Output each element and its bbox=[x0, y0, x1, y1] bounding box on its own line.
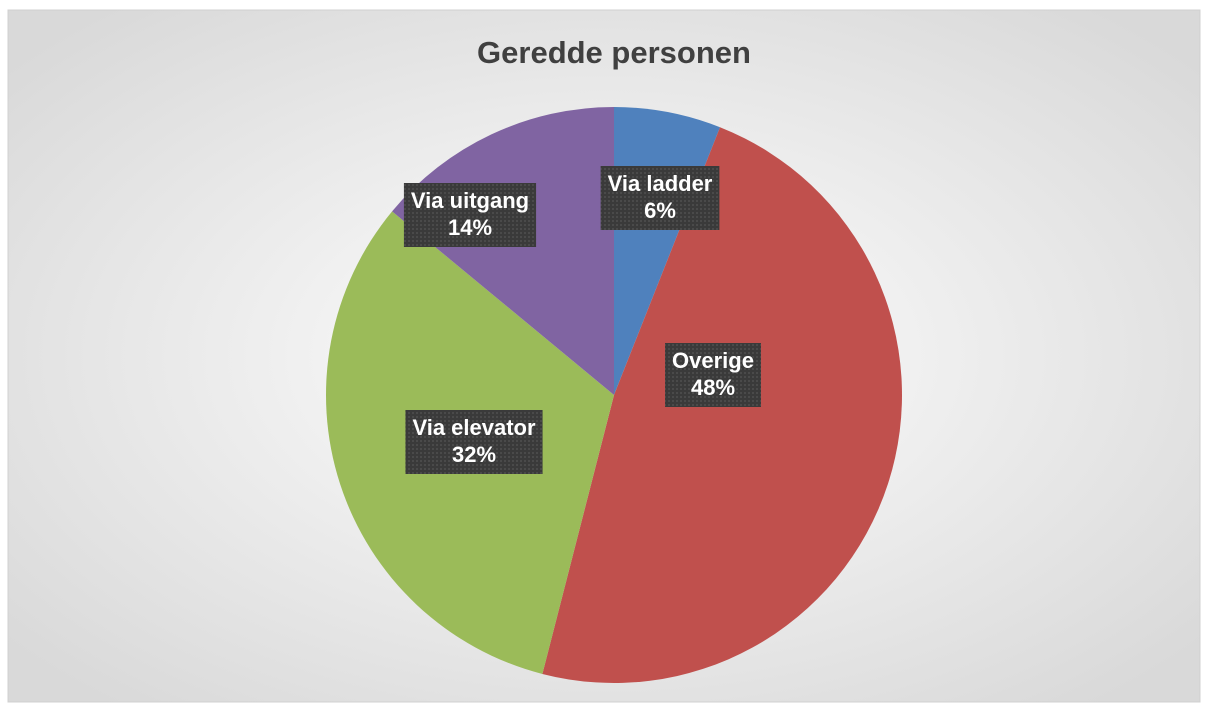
data-label-value: 32% bbox=[452, 442, 496, 467]
chart-title: Geredde personen bbox=[477, 35, 751, 70]
data-label-category: Overige bbox=[672, 348, 754, 373]
data-label-box bbox=[405, 410, 543, 474]
data-label-value: 6% bbox=[644, 198, 676, 223]
data-label-category: Via elevator bbox=[412, 415, 536, 440]
data-label-value: 48% bbox=[691, 375, 735, 400]
data-label-box bbox=[600, 166, 720, 230]
data-label-value: 14% bbox=[448, 215, 492, 240]
data-label-category: Via ladder bbox=[608, 171, 713, 196]
data-label-category: Via uitgang bbox=[411, 188, 529, 213]
pie-slice bbox=[392, 107, 614, 395]
data-label-box bbox=[665, 343, 761, 407]
data-label-box bbox=[403, 183, 537, 247]
